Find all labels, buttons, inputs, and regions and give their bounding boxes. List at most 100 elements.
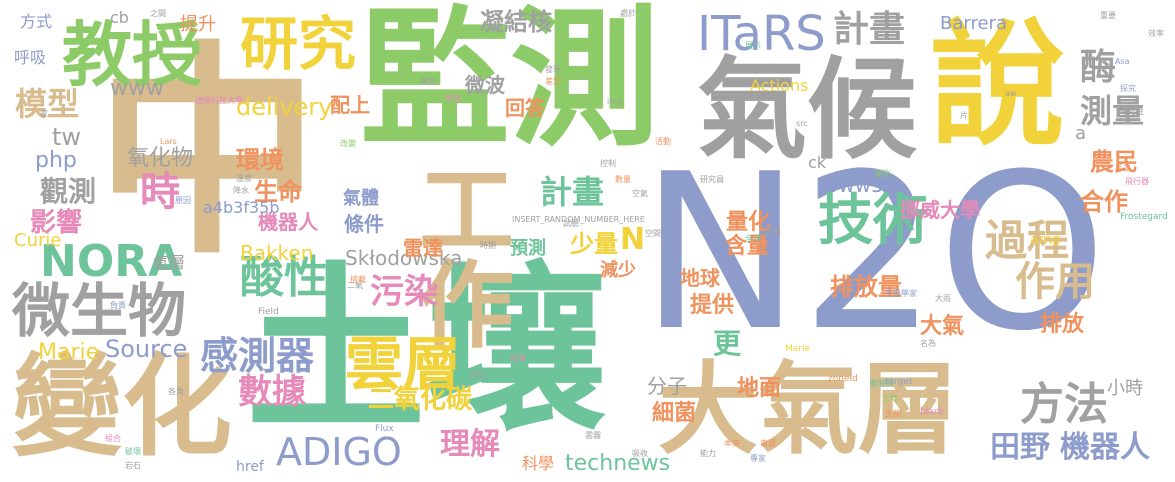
cloud-word: 方法 xyxy=(1020,379,1108,430)
cloud-word: 之間 xyxy=(150,9,166,18)
cloud-word: Skłodowska xyxy=(345,246,463,270)
cloud-word: 監測 xyxy=(360,0,661,167)
cloud-word: 生命 xyxy=(254,178,302,206)
cloud-word: 各角 xyxy=(168,387,184,396)
cloud-word: 過程 xyxy=(985,216,1070,265)
cloud-word: zoneid xyxy=(828,374,858,384)
cloud-word: 污染 xyxy=(370,272,438,312)
cloud-word: 能力 xyxy=(700,449,716,458)
cloud-word: 差別 xyxy=(545,77,561,86)
cloud-word: 負責 xyxy=(110,301,126,310)
cloud-word: 蒸發 xyxy=(445,94,461,103)
cloud-word: 科學 xyxy=(522,454,555,473)
cloud-word: 大雨 xyxy=(935,294,951,303)
cloud-word: 氣層 xyxy=(153,253,186,272)
cloud-word: 農民 xyxy=(1090,148,1138,176)
cloud-word: 地球 xyxy=(680,266,720,290)
cloud-word: ITaRS xyxy=(697,6,826,62)
cloud-word: Marie xyxy=(38,340,100,365)
cloud-word: 觀測 xyxy=(40,175,97,208)
cloud-word: 測量 xyxy=(1080,92,1145,130)
cloud-word: 排放 xyxy=(1040,312,1085,337)
cloud-word: 探究 xyxy=(1120,84,1136,93)
cloud-word: 減少 xyxy=(600,260,636,281)
cloud-word: 教授 xyxy=(62,14,202,96)
cloud-word: 作用 xyxy=(1015,259,1095,305)
cloud-word: 時期 xyxy=(480,241,496,250)
cloud-word: 呼吸 xyxy=(14,48,47,67)
cloud-word: 計畫 xyxy=(540,173,605,211)
cloud-word: 預測 xyxy=(510,238,546,259)
cloud-word: 技術 xyxy=(818,188,929,252)
cloud-word: 德國科技大學 xyxy=(195,96,243,105)
cloud-word: amp xyxy=(1030,232,1062,248)
cloud-word: 展示 xyxy=(745,41,761,50)
cloud-word: 工作 xyxy=(403,160,513,350)
cloud-word: 凝結核 xyxy=(480,8,552,36)
cloud-word: 生物 xyxy=(885,409,901,418)
cloud-word: cb xyxy=(110,8,129,27)
cloud-word: 數值 xyxy=(765,227,781,236)
cloud-word: 氣候 xyxy=(697,46,917,174)
cloud-word: 排放量 xyxy=(830,273,902,301)
cloud-word: 雷達 xyxy=(403,236,443,260)
cloud-word: 大氣層 xyxy=(658,351,958,468)
cloud-word: 研究員 xyxy=(700,175,724,184)
cloud-word: Marie xyxy=(785,344,811,354)
cloud-word: 土地 xyxy=(882,394,898,403)
cloud-word: 機器人 xyxy=(1060,430,1150,465)
cloud-word: 二氧化碳 xyxy=(368,385,473,415)
cloud-word: 生態學家 xyxy=(885,289,917,298)
cloud-word: aw xyxy=(1005,89,1017,98)
cloud-word: blank xyxy=(920,407,945,417)
cloud-word: Asa xyxy=(1115,57,1130,66)
cloud-word: 中 xyxy=(95,23,320,285)
cloud-word: ADIGO xyxy=(276,430,402,474)
cloud-word: 事實 xyxy=(760,439,776,448)
cloud-word: 重要 xyxy=(1100,11,1116,20)
cloud-word: 影響 xyxy=(30,208,83,238)
cloud-word: a4b3f35b xyxy=(203,198,280,217)
cloud-word: 挪威大學 xyxy=(900,198,980,222)
cloud-word: 本來 xyxy=(724,439,740,448)
cloud-word: 飛行器 xyxy=(1125,177,1149,186)
cloud-word: 搭載 xyxy=(350,275,366,284)
cloud-word: 吸收 xyxy=(632,449,648,458)
cloud-word: 名為 xyxy=(920,339,936,348)
cloud-word: 降水 xyxy=(233,186,249,195)
cloud-word: 雲層 xyxy=(345,330,462,398)
cloud-word: INSERT_RANDOM_NUMBER_HERE xyxy=(512,215,645,224)
cloud-word: 含量 xyxy=(725,234,770,259)
cloud-word: 少量 xyxy=(570,230,618,258)
cloud-word: delivery xyxy=(236,93,333,121)
cloud-word: N2O xyxy=(640,127,1107,378)
cloud-word: 組合 xyxy=(105,434,121,443)
cloud-word: 變化 xyxy=(12,343,232,471)
cloud-word: Source xyxy=(105,335,188,363)
cloud-word: 環境 xyxy=(236,146,284,174)
cloud-word: 探測 xyxy=(510,354,526,363)
cloud-word: 改變 xyxy=(340,139,356,148)
cloud-word: href xyxy=(236,459,264,475)
cloud-word: N xyxy=(620,222,646,257)
cloud-word: 方式 xyxy=(20,12,53,31)
cloud-word: src xyxy=(796,119,808,128)
cloud-word: 數量 xyxy=(615,175,631,184)
cloud-word: tw xyxy=(52,123,82,151)
cloud-word: 溫度 xyxy=(236,174,252,183)
cloud-word: 酸性 xyxy=(240,252,328,303)
cloud-word: 空間 xyxy=(645,229,661,238)
cloud-word: 氧化 xyxy=(762,259,778,268)
cloud-word: 鎖定 xyxy=(420,77,436,86)
cloud-word: ck xyxy=(808,153,827,172)
cloud-word: 土壤 xyxy=(246,247,607,456)
cloud-word: 微生物 xyxy=(12,277,187,345)
cloud-word: technews xyxy=(565,451,671,476)
cloud-word: img xyxy=(607,97,623,106)
cloud-word: 岩石 xyxy=(125,461,141,470)
cloud-word: php xyxy=(35,148,77,173)
cloud-word: 變化 xyxy=(875,169,891,178)
cloud-word: Bakken xyxy=(240,241,314,265)
cloud-word: 說 xyxy=(930,7,1065,164)
cloud-word: a xyxy=(1075,123,1087,144)
